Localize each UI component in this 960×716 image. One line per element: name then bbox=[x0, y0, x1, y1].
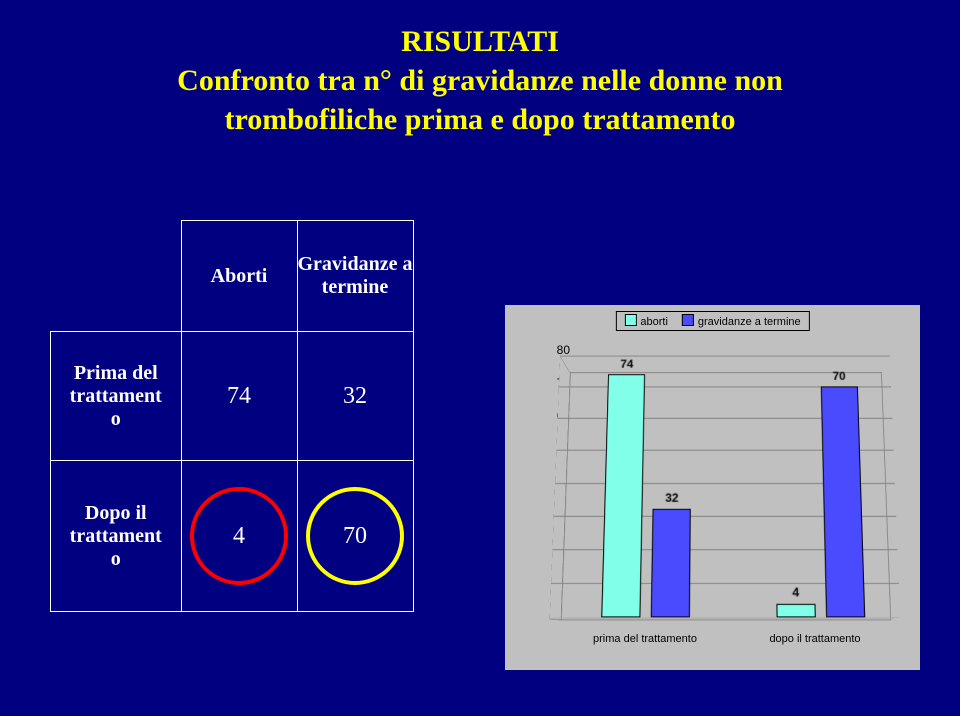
table-header-row: Aborti Gravidanze a termine bbox=[51, 221, 414, 332]
circle-wrap: 70 bbox=[298, 461, 413, 611]
cell-dopo-aborti: 4 bbox=[181, 461, 297, 612]
data-table: Aborti Gravidanze a termine Prima del tr… bbox=[50, 220, 414, 612]
grid-line bbox=[551, 583, 899, 584]
row-label-text: Dopo il bbox=[85, 502, 147, 524]
highlight-circle-yellow: 70 bbox=[306, 487, 404, 585]
cell-value: 70 bbox=[343, 523, 367, 550]
title-line-3: trombofiliche prima e dopo trattamento bbox=[0, 100, 960, 139]
row-label-dopo: Dopo il trattament o bbox=[51, 461, 182, 612]
legend-swatch bbox=[624, 314, 636, 326]
title-block: RISULTATI Confronto tra n° di gravidanze… bbox=[0, 0, 960, 139]
cell-prima-grav: 32 bbox=[297, 332, 413, 461]
legend-item-aborti: aborti bbox=[624, 314, 668, 328]
grid-line bbox=[558, 418, 893, 419]
legend-label: gravidanze a termine bbox=[698, 316, 801, 328]
bar-chart-3d: aborti gravidanze a termine 010203040506… bbox=[505, 305, 920, 670]
row-label-text: o bbox=[111, 548, 121, 570]
cell-prima-aborti: 74 bbox=[181, 332, 297, 461]
highlight-circle-red: 4 bbox=[190, 487, 288, 585]
bar-value-label: 74 bbox=[608, 357, 645, 370]
bar-face-side bbox=[640, 374, 645, 617]
plot-3d: 7432470 bbox=[550, 356, 901, 618]
table-row: Prima del trattament o 74 32 bbox=[51, 332, 414, 461]
bar-value-label: 32 bbox=[653, 491, 691, 505]
bar-face-side bbox=[858, 387, 865, 618]
slide: RISULTATI Confronto tra n° di gravidanze… bbox=[0, 0, 960, 716]
row-label-text: o bbox=[111, 408, 121, 430]
table-header-blank bbox=[51, 221, 182, 332]
title-line-1: RISULTATI bbox=[0, 22, 960, 61]
legend-item-grav: gravidanze a termine bbox=[682, 314, 801, 328]
table-row: Dopo il trattament o 4 70 bbox=[51, 461, 414, 612]
bar-face-front bbox=[651, 509, 691, 618]
title-line-2: Confronto tra n° di gravidanze nelle don… bbox=[0, 61, 960, 100]
legend-swatch bbox=[682, 314, 694, 326]
row-label-text: trattament bbox=[70, 525, 162, 547]
bar: 32 bbox=[651, 509, 691, 618]
cell-value: 4 bbox=[233, 523, 245, 550]
bar-face-front bbox=[601, 374, 645, 617]
bar-face-front bbox=[821, 387, 865, 618]
row-label-text: Prima del bbox=[74, 362, 158, 384]
chart-legend: aborti gravidanze a termine bbox=[615, 311, 809, 331]
grid-line bbox=[554, 515, 897, 516]
bar-face-side bbox=[690, 509, 691, 618]
grid-line bbox=[555, 483, 895, 484]
bar-face-front bbox=[776, 604, 815, 618]
bar-value-label: 4 bbox=[776, 585, 815, 600]
back-wall bbox=[561, 372, 892, 620]
grid-line bbox=[556, 450, 893, 451]
circle-wrap: 4 bbox=[182, 461, 297, 611]
bar: 4 bbox=[776, 604, 815, 618]
x-tick-label: prima del trattamento bbox=[555, 633, 735, 645]
grid-line bbox=[552, 549, 897, 550]
row-label-prima: Prima del trattament o bbox=[51, 332, 182, 461]
table-header-gravidanze: Gravidanze a termine bbox=[297, 221, 413, 332]
x-tick-label: dopo il trattamento bbox=[725, 633, 905, 645]
legend-label: aborti bbox=[640, 316, 668, 328]
table-header-aborti: Aborti bbox=[181, 221, 297, 332]
row-label-text: trattament bbox=[70, 385, 162, 407]
cell-dopo-grav: 70 bbox=[297, 461, 413, 612]
plot-wrap: 7432470 bbox=[555, 350, 895, 615]
bar: 74 bbox=[601, 374, 645, 617]
bar-value-label: 70 bbox=[820, 370, 857, 383]
bar: 70 bbox=[821, 387, 865, 618]
